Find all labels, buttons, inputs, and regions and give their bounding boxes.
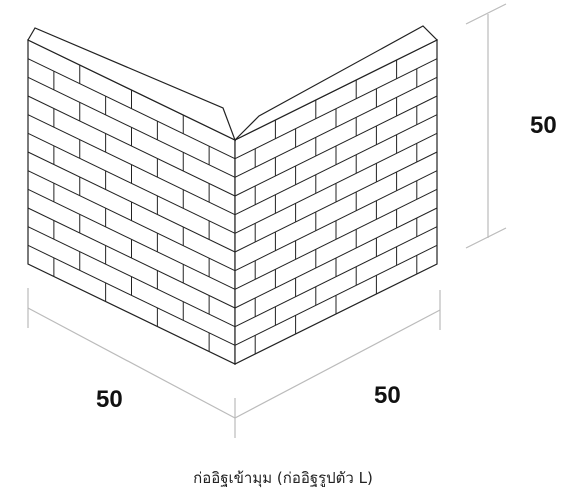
left-course-line (27, 76, 236, 178)
left-course-line (27, 58, 236, 160)
dimension-line (234, 309, 441, 419)
right-course-line (234, 170, 438, 272)
brick-wall-corner (27, 25, 439, 365)
diagram-caption: ก่ออิฐเข้ามุม (ก่ออิฐรูปตัว L) (193, 469, 373, 487)
height-dimension-label: 50 (530, 112, 557, 139)
dimension-lines (27, 3, 507, 438)
right-wall-top (234, 25, 439, 141)
left-length-dimension-label: 50 (96, 386, 123, 413)
left-wall-top (27, 27, 237, 142)
dimension-line (27, 307, 236, 419)
right-length-dimension-label: 50 (374, 382, 401, 409)
right-course-line (234, 188, 438, 290)
dimension-line (465, 3, 507, 25)
dimension-line (465, 227, 507, 249)
